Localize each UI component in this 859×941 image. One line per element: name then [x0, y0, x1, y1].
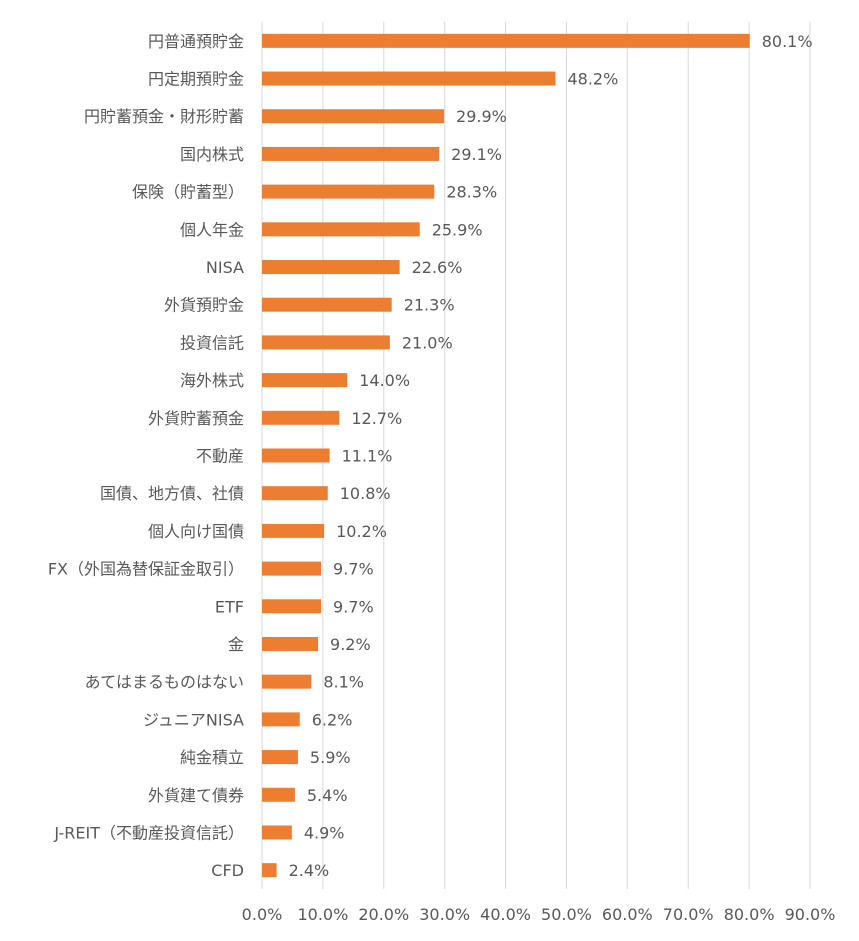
x-tick-label: 30.0%: [419, 905, 470, 924]
category-label: 外貨建て債券: [148, 786, 244, 805]
category-label: あてはまるものはない: [85, 673, 244, 692]
data-label: 5.4%: [307, 786, 348, 805]
bars: [262, 33, 750, 878]
bar: [262, 787, 295, 802]
category-label: 円定期預貯金: [148, 70, 244, 89]
category-label: 国内株式: [180, 145, 244, 164]
data-label: 4.9%: [304, 823, 345, 842]
data-label: 9.7%: [333, 597, 374, 616]
data-label: 10.2%: [336, 522, 387, 541]
category-label: 国債、地方債、社債: [100, 484, 244, 503]
bar: [262, 71, 556, 86]
bar: [262, 636, 319, 651]
bar: [262, 184, 435, 199]
data-label: 29.9%: [456, 107, 507, 126]
bar: [262, 863, 277, 878]
category-label: FX（外国為替保証金取引）: [48, 560, 244, 579]
category-label: 円貯蓄預金・財形貯蓄: [84, 107, 244, 126]
category-label: 金: [228, 635, 244, 654]
bar: [262, 33, 750, 48]
bar: [262, 750, 298, 765]
x-tick-label: 10.0%: [297, 905, 348, 924]
data-label: 80.1%: [762, 32, 813, 51]
bar: [262, 373, 348, 388]
x-tick-label: 90.0%: [785, 905, 836, 924]
data-label: 5.9%: [310, 748, 351, 767]
category-label: ジュニアNISA: [143, 710, 244, 729]
data-label: 21.0%: [402, 333, 453, 352]
category-label: 保険（貯蓄型）: [132, 183, 244, 202]
bar: [262, 486, 328, 501]
category-label: 海外株式: [180, 371, 244, 390]
data-label: 14.0%: [359, 371, 410, 390]
x-tick-label: 80.0%: [724, 905, 775, 924]
bar: [262, 825, 292, 840]
bar: [262, 410, 340, 425]
category-label: ETF: [215, 597, 244, 616]
bar: [262, 561, 322, 576]
data-label: 12.7%: [351, 409, 402, 428]
bar: [262, 222, 420, 237]
bar: [262, 523, 325, 538]
category-label: 円普通預貯金: [148, 32, 244, 51]
category-label: 投資信託: [180, 333, 244, 352]
category-label: 純金積立: [180, 748, 244, 767]
x-axis-ticks: 0.0% 10.0% 20.0% 30.0% 40.0% 50.0% 60.0% 70.0% 8…: [242, 905, 836, 924]
value-labels: 80.1% 48.2% 29.9% 29.1% 28.3% 25.9% 22.6% 21.3%…: [289, 32, 813, 880]
gridlines: [261, 22, 811, 889]
bar: [262, 712, 300, 727]
category-label: 個人年金: [180, 220, 244, 239]
data-label: 48.2%: [567, 70, 618, 89]
category-label: CFD: [211, 861, 244, 880]
data-label: 9.2%: [330, 635, 371, 654]
x-tick-label: 20.0%: [358, 905, 409, 924]
bar: [262, 146, 440, 161]
x-tick-label: 70.0%: [663, 905, 714, 924]
category-label: J-REIT（不動産投資信託）: [53, 823, 244, 842]
x-tick-label: 40.0%: [480, 905, 531, 924]
data-label: 28.3%: [446, 183, 497, 202]
data-label: 29.1%: [451, 145, 502, 164]
category-label: 個人向け国債: [148, 522, 244, 541]
bar: [262, 448, 330, 463]
bar: [262, 335, 390, 350]
bar: [262, 297, 392, 312]
bar: [262, 674, 312, 689]
x-tick-label: 50.0%: [541, 905, 592, 924]
bar: [262, 260, 400, 275]
data-label: 22.6%: [412, 258, 463, 277]
x-tick-label: 0.0%: [242, 905, 283, 924]
bar: [262, 109, 445, 124]
x-tick-label: 60.0%: [602, 905, 653, 924]
data-label: 11.1%: [342, 447, 393, 466]
data-label: 25.9%: [432, 220, 483, 239]
category-label: NISA: [206, 258, 244, 277]
bar: [262, 599, 322, 614]
category-label: 外貨貯蓄預金: [148, 409, 244, 428]
data-label: 9.7%: [333, 560, 374, 579]
category-label: 不動産: [196, 447, 244, 466]
data-label: 21.3%: [404, 296, 455, 315]
category-label: 外貨預貯金: [164, 296, 244, 315]
data-label: 2.4%: [289, 861, 330, 880]
data-label: 10.8%: [340, 484, 391, 503]
data-label: 6.2%: [312, 710, 353, 729]
data-label: 8.1%: [323, 673, 364, 692]
